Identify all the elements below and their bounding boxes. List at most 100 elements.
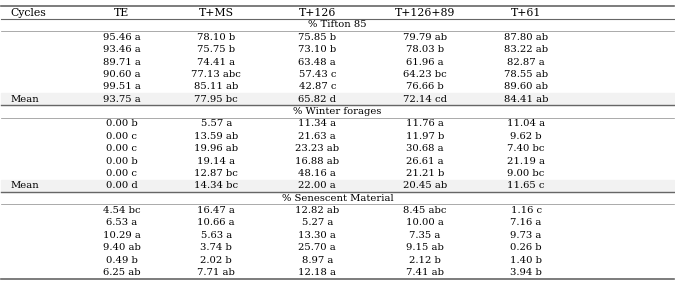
Text: 72.14 cd: 72.14 cd <box>403 95 447 104</box>
Text: 76.66 b: 76.66 b <box>406 82 444 91</box>
Text: 16.88 ab: 16.88 ab <box>295 156 340 166</box>
Text: 77.13 abc: 77.13 abc <box>191 70 241 79</box>
Text: 0.00 b: 0.00 b <box>106 156 138 166</box>
Text: 5.63 a: 5.63 a <box>200 231 232 240</box>
Text: Mean: Mean <box>11 95 40 104</box>
Text: 79.79 ab: 79.79 ab <box>403 33 447 42</box>
Text: 1.40 b: 1.40 b <box>510 256 542 264</box>
Text: 8.45 abc: 8.45 abc <box>404 206 447 215</box>
Text: 78.10 b: 78.10 b <box>197 33 236 42</box>
Text: 48.16 a: 48.16 a <box>298 169 336 178</box>
Text: Mean: Mean <box>11 181 40 190</box>
Text: 74.41 a: 74.41 a <box>197 58 236 67</box>
Text: 21.19 a: 21.19 a <box>507 156 545 166</box>
Text: 19.96 ab: 19.96 ab <box>194 144 238 153</box>
Text: 8.97 a: 8.97 a <box>302 256 333 264</box>
Text: 12.82 ab: 12.82 ab <box>295 206 340 215</box>
Bar <box>1 93 674 105</box>
Text: 12.87 bc: 12.87 bc <box>194 169 238 178</box>
Text: 11.76 a: 11.76 a <box>406 119 444 129</box>
Text: 0.00 d: 0.00 d <box>106 181 138 190</box>
Text: 0.00 c: 0.00 c <box>107 144 138 153</box>
Text: 5.27 a: 5.27 a <box>302 218 333 227</box>
Text: T+61: T+61 <box>511 8 541 18</box>
Text: T+126+89: T+126+89 <box>395 8 455 18</box>
Text: 11.34 a: 11.34 a <box>298 119 336 129</box>
Text: 9.62 b: 9.62 b <box>510 132 542 141</box>
Text: 84.41 ab: 84.41 ab <box>504 95 548 104</box>
Bar <box>1 180 674 192</box>
Text: 93.75 a: 93.75 a <box>103 95 141 104</box>
Text: 89.71 a: 89.71 a <box>103 58 141 67</box>
Text: 87.80 ab: 87.80 ab <box>504 33 548 42</box>
Text: 82.87 a: 82.87 a <box>507 58 545 67</box>
Text: 3.94 b: 3.94 b <box>510 268 542 277</box>
Text: 42.87 c: 42.87 c <box>298 82 336 91</box>
Text: 6.25 ab: 6.25 ab <box>103 268 141 277</box>
Text: 10.66 a: 10.66 a <box>197 218 235 227</box>
Text: 2.12 b: 2.12 b <box>409 256 441 264</box>
Text: 10.00 a: 10.00 a <box>406 218 444 227</box>
Text: T+MS: T+MS <box>198 8 234 18</box>
Text: 1.16 c: 1.16 c <box>510 206 541 215</box>
Text: 4.54 bc: 4.54 bc <box>103 206 141 215</box>
Text: 7.71 ab: 7.71 ab <box>197 268 235 277</box>
Text: 61.96 a: 61.96 a <box>406 58 444 67</box>
Text: 11.97 b: 11.97 b <box>406 132 444 141</box>
Text: 9.15 ab: 9.15 ab <box>406 243 444 252</box>
Text: 78.55 ab: 78.55 ab <box>504 70 548 79</box>
Text: 7.40 bc: 7.40 bc <box>508 144 545 153</box>
Text: 83.22 ab: 83.22 ab <box>504 45 548 54</box>
Text: 90.60 a: 90.60 a <box>103 70 141 79</box>
Text: 3.74 b: 3.74 b <box>200 243 232 252</box>
Text: 9.73 a: 9.73 a <box>510 231 542 240</box>
Text: 0.49 b: 0.49 b <box>106 256 138 264</box>
Text: 7.35 a: 7.35 a <box>409 231 441 240</box>
Text: 0.26 b: 0.26 b <box>510 243 542 252</box>
Text: 85.11 ab: 85.11 ab <box>194 82 238 91</box>
Text: 5.57 a: 5.57 a <box>200 119 232 129</box>
Text: 9.40 ab: 9.40 ab <box>103 243 141 252</box>
Text: Cycles: Cycles <box>11 8 47 18</box>
Text: 0.00 b: 0.00 b <box>106 119 138 129</box>
Text: 19.14 a: 19.14 a <box>197 156 236 166</box>
Text: % Tifton 85: % Tifton 85 <box>308 21 367 29</box>
Text: % Senescent Material: % Senescent Material <box>281 194 394 203</box>
Text: 25.70 a: 25.70 a <box>298 243 336 252</box>
Text: 14.34 bc: 14.34 bc <box>194 181 238 190</box>
Text: 77.95 bc: 77.95 bc <box>194 95 238 104</box>
Text: 26.61 a: 26.61 a <box>406 156 444 166</box>
Text: 0.00 c: 0.00 c <box>107 132 138 141</box>
Text: 95.46 a: 95.46 a <box>103 33 141 42</box>
Text: 12.18 a: 12.18 a <box>298 268 336 277</box>
Text: 65.82 d: 65.82 d <box>298 95 336 104</box>
Text: 21.63 a: 21.63 a <box>298 132 336 141</box>
Text: 9.00 bc: 9.00 bc <box>508 169 545 178</box>
Text: 64.23 bc: 64.23 bc <box>403 70 447 79</box>
Text: 11.65 c: 11.65 c <box>508 181 545 190</box>
Text: 75.85 b: 75.85 b <box>298 33 336 42</box>
Text: 78.03 b: 78.03 b <box>406 45 444 54</box>
Text: 13.59 ab: 13.59 ab <box>194 132 238 141</box>
Text: 73.10 b: 73.10 b <box>298 45 336 54</box>
Text: T+126: T+126 <box>298 8 336 18</box>
Text: 2.02 b: 2.02 b <box>200 256 232 264</box>
Text: 23.23 ab: 23.23 ab <box>295 144 340 153</box>
Text: 75.75 b: 75.75 b <box>197 45 236 54</box>
Text: 7.41 ab: 7.41 ab <box>406 268 444 277</box>
Text: 6.53 a: 6.53 a <box>107 218 138 227</box>
Text: 99.51 a: 99.51 a <box>103 82 141 91</box>
Text: 30.68 a: 30.68 a <box>406 144 444 153</box>
Text: % Winter forages: % Winter forages <box>294 107 381 116</box>
Text: 57.43 c: 57.43 c <box>298 70 336 79</box>
Text: 0.00 c: 0.00 c <box>107 169 138 178</box>
Text: 89.60 ab: 89.60 ab <box>504 82 548 91</box>
Text: 93.46 a: 93.46 a <box>103 45 141 54</box>
Text: 22.00 a: 22.00 a <box>298 181 336 190</box>
Text: 16.47 a: 16.47 a <box>197 206 235 215</box>
Text: 7.16 a: 7.16 a <box>510 218 542 227</box>
Text: 20.45 ab: 20.45 ab <box>403 181 448 190</box>
Text: 63.48 a: 63.48 a <box>298 58 336 67</box>
Text: TE: TE <box>114 8 130 18</box>
Text: 21.21 b: 21.21 b <box>406 169 444 178</box>
